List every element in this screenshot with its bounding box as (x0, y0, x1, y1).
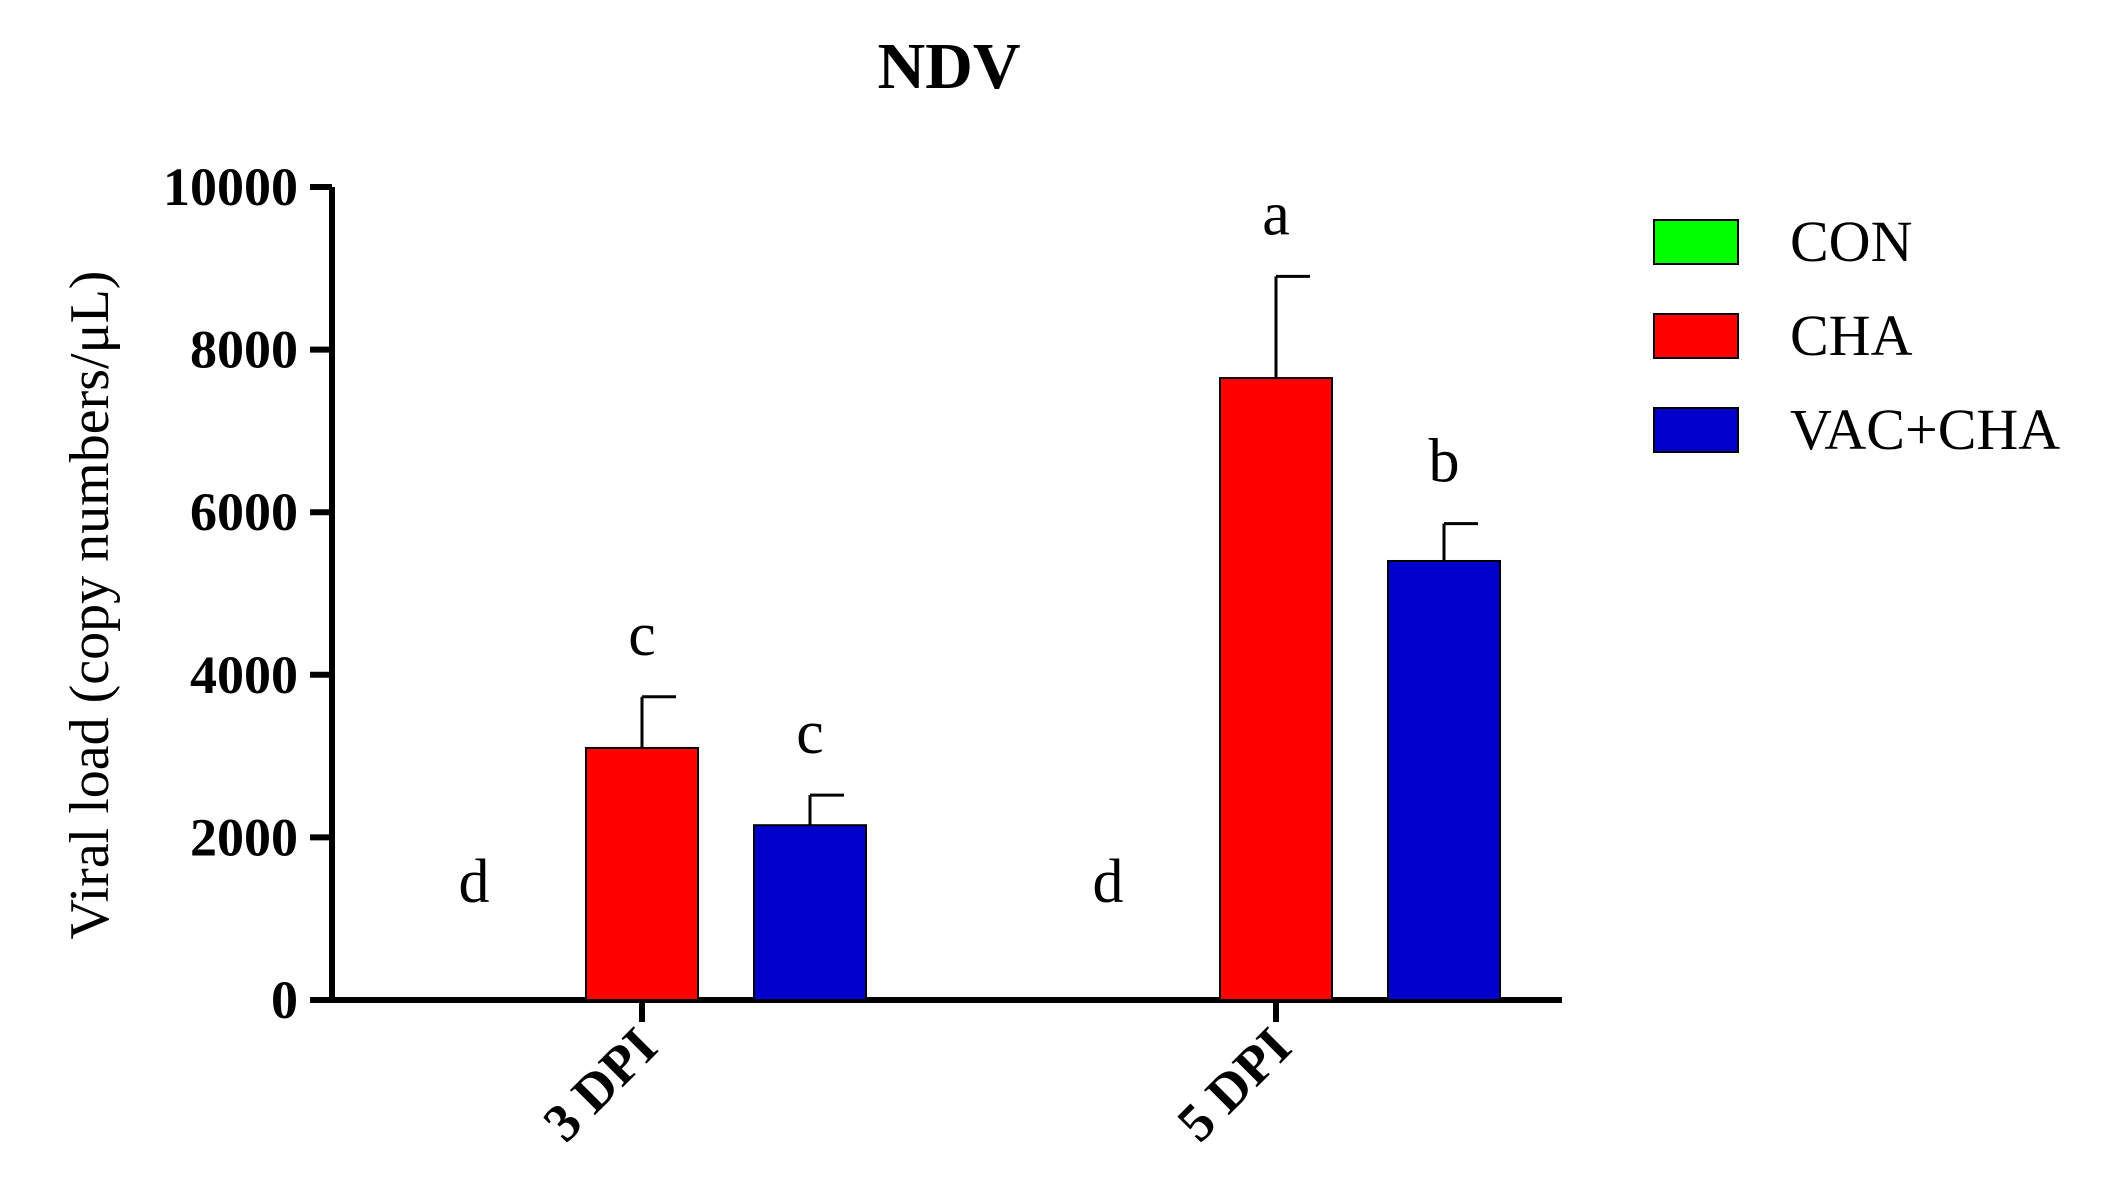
y-tick-label: 10000 (163, 157, 298, 217)
significance-label: c (628, 601, 656, 669)
y-tick-label: 0 (271, 970, 298, 1030)
bar (585, 746, 699, 1001)
y-tick-label: 2000 (190, 807, 298, 867)
y-axis-label: Viral load (copy numbers/μL) (59, 271, 121, 940)
significance-label: a (1262, 180, 1290, 248)
x-tick-label: 3 DPI (532, 1016, 669, 1153)
x-axis: 3 DPI 5 DPI (329, 997, 1562, 1153)
legend-swatch (1653, 313, 1739, 359)
significance-label: d (1093, 848, 1124, 916)
y-tick-label: 8000 (190, 320, 298, 380)
bars-group: d d c a c b (459, 180, 1501, 1002)
significance-label: d (459, 848, 490, 916)
bar (753, 824, 867, 1002)
legend-label: CON (1790, 209, 1912, 274)
legend-label: CHA (1790, 303, 1913, 368)
y-tick-label: 6000 (190, 482, 298, 542)
legend: CON CHA VAC+CHA (1653, 209, 2060, 462)
chart-title: NDV (878, 30, 1021, 103)
legend-label: VAC+CHA (1790, 397, 2060, 462)
legend-swatch (1653, 219, 1739, 265)
x-tick-label: 5 DPI (1166, 1016, 1303, 1153)
bar (1219, 377, 1333, 1001)
legend-swatch (1653, 407, 1739, 453)
y-axis: 0 2000 4000 6000 8000 10000 (163, 157, 335, 1030)
significance-label: c (796, 699, 824, 767)
significance-label: b (1429, 428, 1460, 496)
y-tick-label: 4000 (190, 645, 298, 705)
bar (1387, 559, 1501, 1001)
